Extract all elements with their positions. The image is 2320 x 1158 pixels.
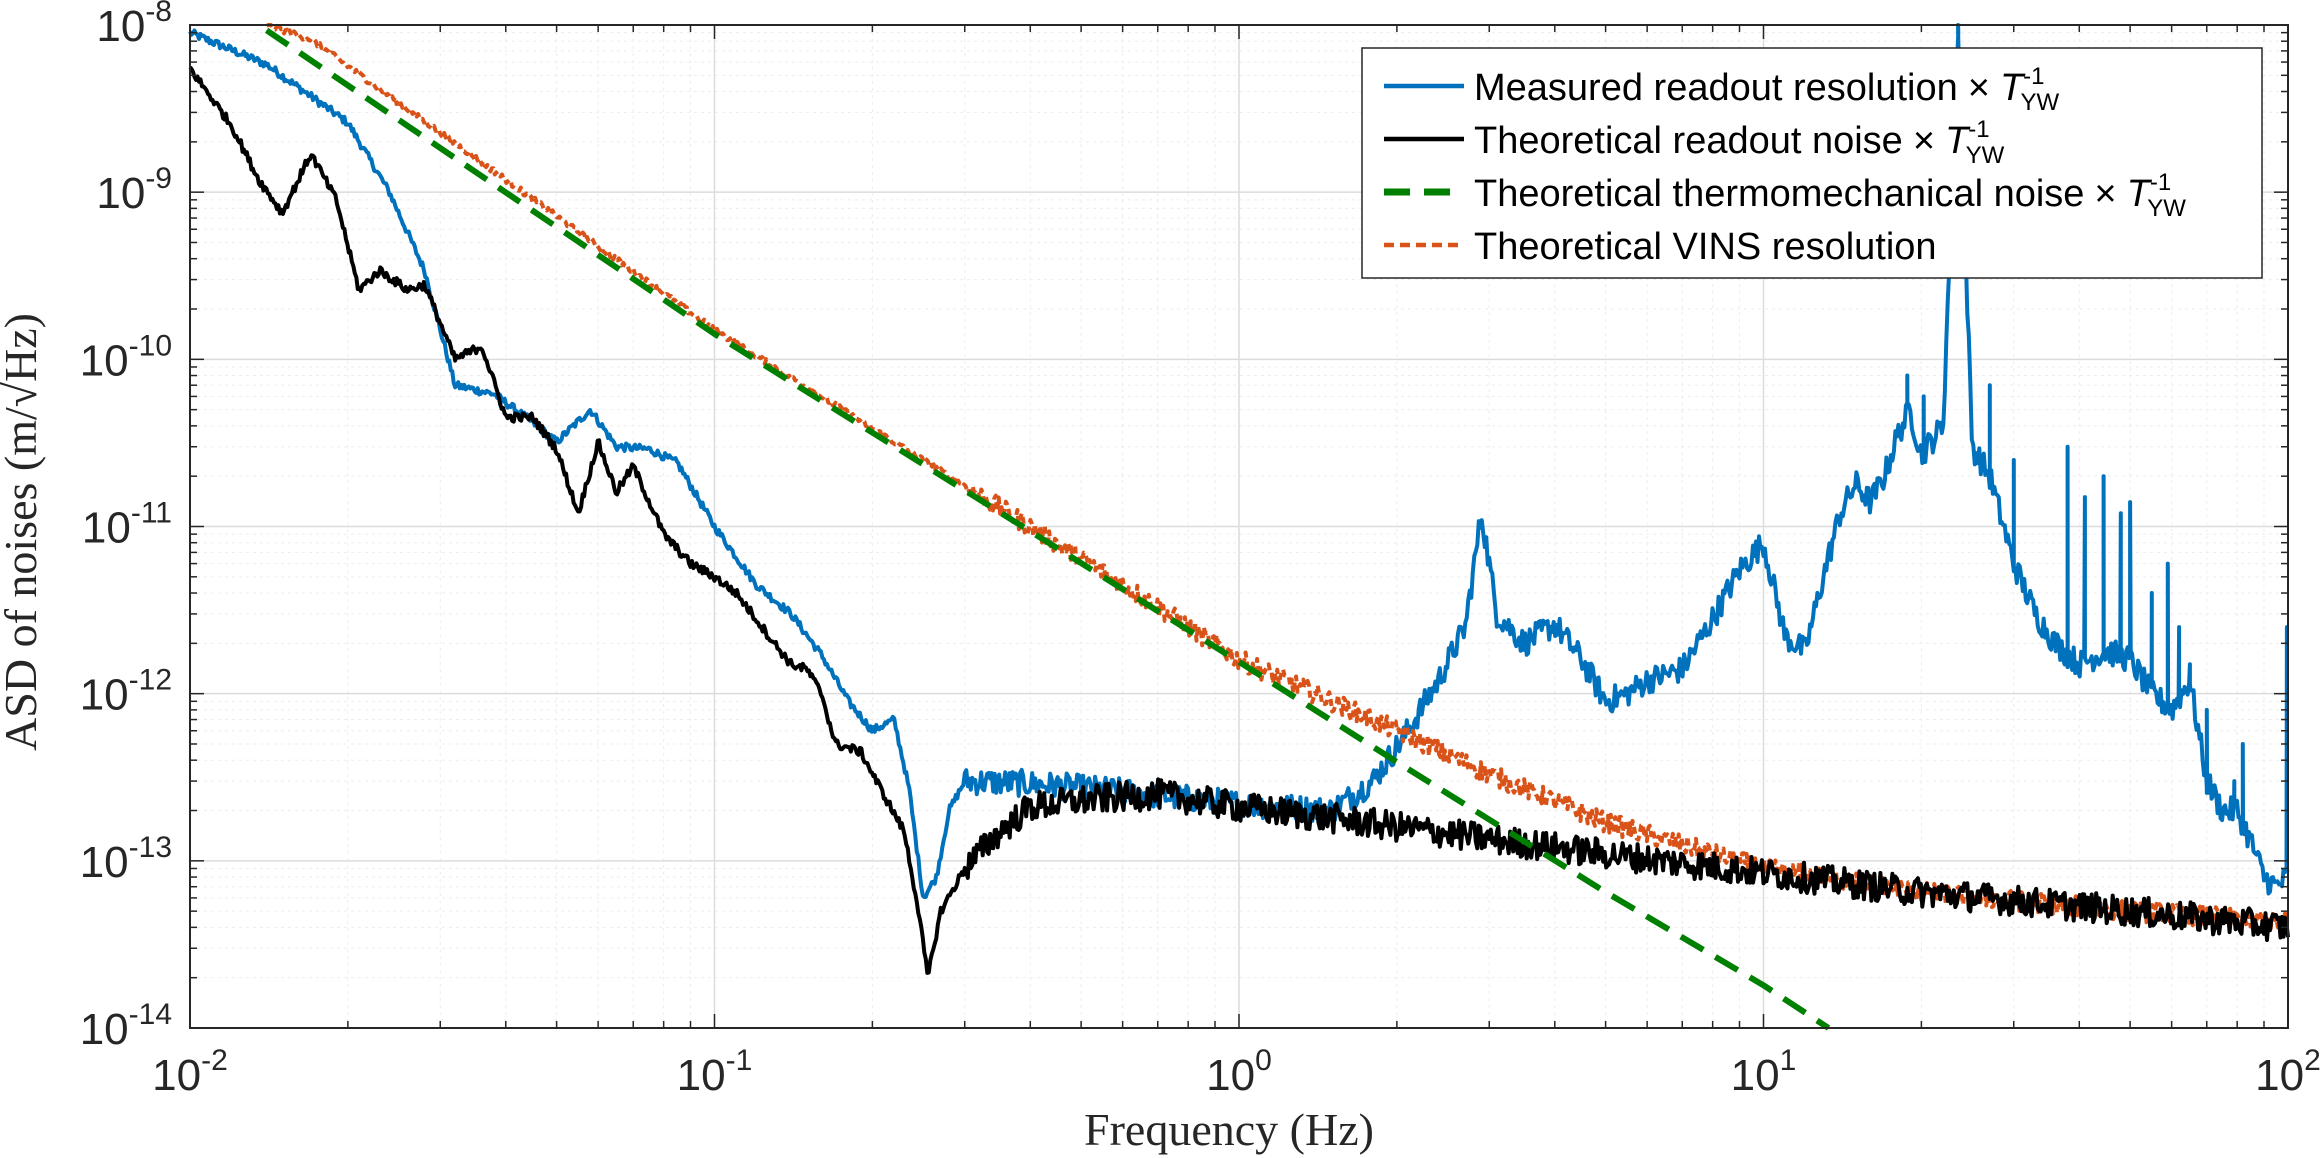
y-tick-label: 10-13 bbox=[80, 831, 172, 887]
axis-ticks bbox=[189, 25, 2288, 1029]
plot-series bbox=[188, 23, 2290, 1031]
series-line-2 bbox=[264, 27, 1831, 1031]
y-tick-label: 10-12 bbox=[80, 664, 172, 720]
x-tick-label: 101 bbox=[1731, 1044, 1797, 1100]
y-tick-label: 10-10 bbox=[80, 329, 172, 385]
x-tick-label: 10-2 bbox=[152, 1044, 228, 1100]
legend-entry-label: Theoretical thermomechanical noise × T-1 YW bbox=[1474, 169, 2186, 222]
x-axis-label: Frequency (Hz) bbox=[1084, 1104, 1374, 1155]
x-tick-labels: 10-2 10-1 100 101 102 bbox=[152, 1044, 2320, 1100]
legend-box bbox=[1361, 47, 2263, 279]
x-tick-label: 100 bbox=[1206, 1044, 1272, 1100]
series-line-1 bbox=[188, 65, 2290, 975]
x-tick-label: 102 bbox=[2255, 1044, 2320, 1100]
legend-entry-label: Measured readout resolution × T-1 YW bbox=[1474, 63, 2060, 116]
y-tick-label: 10-9 bbox=[96, 162, 172, 218]
y-tick-label: 10-11 bbox=[82, 497, 172, 553]
legend: Measured readout resolution × T-1 YWTheoret… bbox=[1361, 47, 2263, 279]
legend-entry-label: Theoretical readout noise × T-1 YW bbox=[1474, 116, 2005, 169]
y-tick-label: 10-8 bbox=[96, 0, 172, 51]
legend-entry-label: Theoretical VINS resolution bbox=[1474, 226, 1937, 268]
x-tick-label: 10-1 bbox=[677, 1044, 753, 1100]
y-tick-labels: 10-14 10-13 10-12 10-11 10-10 10-9 10-8 bbox=[80, 0, 172, 1054]
y-tick-label: 10-14 bbox=[80, 998, 172, 1054]
y-axis-label: ASD of noises (m/√Hz) bbox=[0, 313, 46, 751]
